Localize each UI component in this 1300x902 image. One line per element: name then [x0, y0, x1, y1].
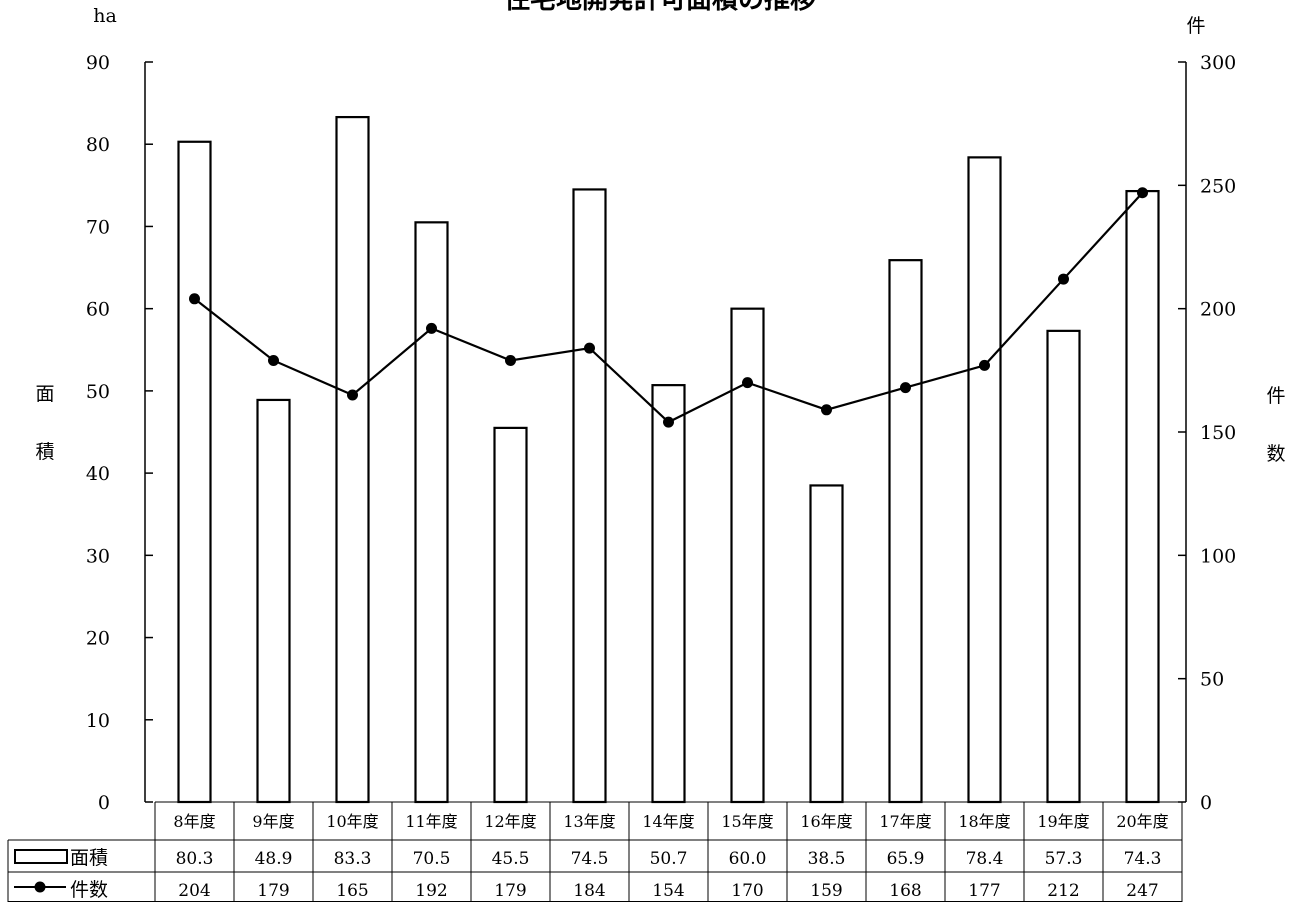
table-cell-count: 177 [968, 881, 1000, 901]
line-count-point-16年度 [821, 404, 832, 416]
table-cell-area: 83.3 [334, 849, 372, 869]
table-cell-count: 192 [415, 881, 447, 901]
left-axis-label-char: 面 [35, 383, 54, 405]
left-axis-tick-label: 80 [86, 134, 110, 156]
table-cell-count: 212 [1047, 881, 1079, 901]
table-cell-area: 38.5 [808, 849, 846, 869]
bar-area-16年度 [809, 484, 844, 804]
right-axis-label-char: 件 [1266, 385, 1285, 407]
bar-area-10年度 [335, 115, 370, 804]
table-cell-count: 170 [731, 881, 763, 901]
left-axis-tick-label: 70 [86, 216, 110, 238]
table-cell-area: 74.3 [1124, 849, 1162, 869]
left-axis-tick-label: 40 [86, 463, 110, 485]
right-axis-tick-label: 0 [1200, 792, 1212, 814]
table-cell-count: 184 [573, 881, 605, 901]
table-cell-area: 78.4 [966, 849, 1004, 869]
table-cell-area: 80.3 [176, 849, 214, 869]
right-axis-tick-label: 300 [1200, 52, 1236, 74]
bar-area-17年度 [888, 259, 923, 804]
category-label: 17年度 [879, 812, 931, 831]
chart-title: 住宅地開発許可面積の推移 [504, 0, 816, 15]
left-axis-tick-label: 10 [86, 710, 110, 732]
table-cell-area: 74.5 [571, 849, 609, 869]
table-cell-count: 204 [178, 881, 210, 901]
table-cell-area: 70.5 [413, 849, 451, 869]
category-label: 9年度 [252, 812, 294, 831]
category-label: 19年度 [1037, 812, 1089, 831]
bar-area-20年度 [1125, 189, 1160, 804]
category-label: 15年度 [721, 812, 773, 831]
table-cell-count: 179 [257, 881, 289, 901]
bar-area-14年度 [651, 384, 686, 804]
category-label: 8年度 [173, 812, 215, 831]
line-count-point-18年度 [979, 359, 990, 371]
category-label: 13年度 [563, 812, 615, 831]
table-cell-area: 50.7 [650, 849, 688, 869]
left-axis-tick-label: 20 [86, 628, 110, 650]
bar-area-12年度 [493, 426, 528, 804]
right-axis-tick-label: 100 [1200, 545, 1236, 567]
table-cell-area: 65.9 [887, 849, 925, 869]
line-count-point-11年度 [426, 322, 437, 334]
left-axis-tick-label: 30 [86, 545, 110, 567]
right-axis-tick-label: 200 [1200, 299, 1236, 321]
category-label: 18年度 [958, 812, 1010, 831]
bar-area-13年度 [572, 188, 607, 804]
left-axis-label-char: 積 [35, 441, 54, 463]
right-axis-unit: 件 [1186, 15, 1205, 37]
legend-count-label: 件数 [70, 879, 108, 901]
line-count-point-20年度 [1137, 187, 1148, 199]
line-count-point-9年度 [268, 354, 279, 366]
line-count-point-15年度 [742, 377, 753, 389]
table-cell-count: 159 [810, 881, 842, 901]
legend-bar-swatch [14, 849, 68, 864]
table-cell-area: 48.9 [255, 849, 293, 869]
line-count-point-12年度 [505, 354, 516, 366]
bar-area-19年度 [1046, 329, 1081, 804]
table-cell-count: 168 [889, 881, 921, 901]
table-cell-area: 57.3 [1045, 849, 1083, 869]
right-axis-tick-label: 150 [1200, 422, 1236, 444]
right-axis-tick-label: 250 [1200, 175, 1236, 197]
left-axis-tick-label: 0 [98, 792, 110, 814]
bar-area-18年度 [967, 156, 1002, 804]
line-count-point-19年度 [1058, 273, 1069, 285]
bar-area-9年度 [256, 398, 291, 804]
table-cell-count: 154 [652, 881, 684, 901]
category-label: 14年度 [642, 812, 694, 831]
table-cell-count: 165 [336, 881, 368, 901]
table-cell-count: 247 [1126, 881, 1158, 901]
right-axis-tick-label: 50 [1200, 669, 1224, 691]
table-cell-count: 179 [494, 881, 526, 901]
table-cell-area: 45.5 [492, 849, 530, 869]
category-label: 20年度 [1116, 812, 1168, 831]
bar-area-8年度 [177, 140, 212, 804]
category-label: 10年度 [326, 812, 378, 831]
line-count-point-8年度 [189, 293, 200, 305]
legend-line-marker [34, 881, 46, 893]
legend-area-label: 面積 [70, 847, 108, 869]
line-count-point-17年度 [900, 382, 911, 394]
right-axis-label-char: 数 [1266, 443, 1285, 465]
table-cell-area: 60.0 [729, 849, 767, 869]
bar-area-11年度 [414, 221, 449, 804]
left-axis-tick-label: 50 [86, 381, 110, 403]
category-label: 12年度 [484, 812, 536, 831]
category-label: 11年度 [405, 812, 457, 831]
line-count-point-10年度 [347, 389, 358, 401]
category-label: 16年度 [800, 812, 852, 831]
left-axis-tick-label: 60 [86, 299, 110, 321]
left-axis-tick-label: 90 [86, 52, 110, 74]
line-count-point-14年度 [663, 416, 674, 428]
left-axis-unit: ha [93, 5, 117, 27]
line-count-point-13年度 [584, 342, 595, 354]
